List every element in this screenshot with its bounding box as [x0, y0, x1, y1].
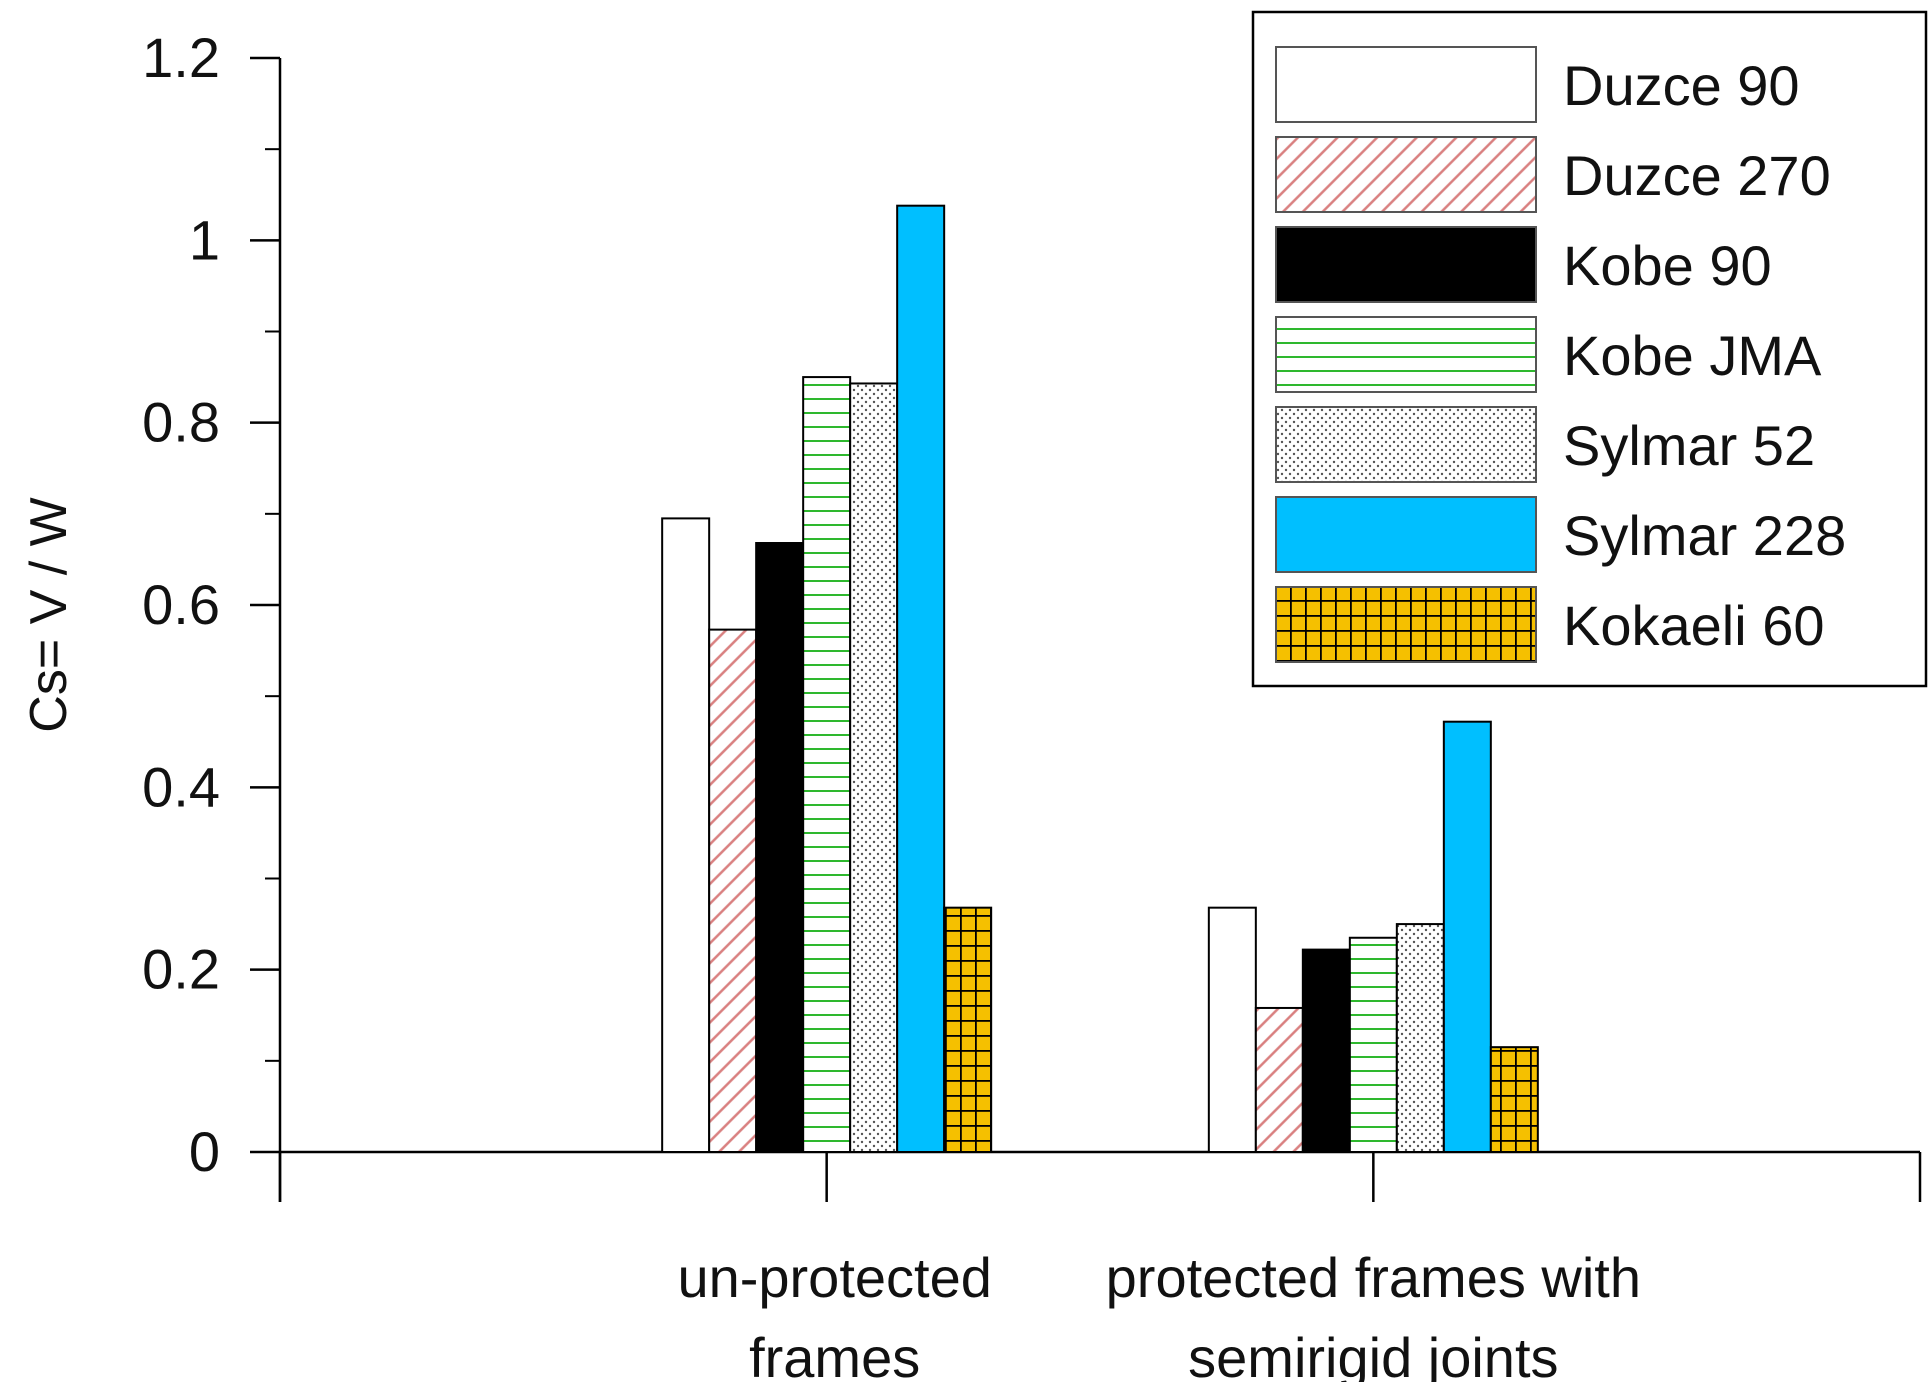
bar-duzce-270: [708, 628, 758, 1153]
bar-kobe-jma: [802, 376, 852, 1154]
bar-duzce-90: [1207, 906, 1257, 1153]
legend-swatch-sylmar-228: [1275, 496, 1537, 573]
bar-kobe-90: [755, 542, 805, 1153]
legend-swatch-duzce-270: [1275, 136, 1537, 213]
bar-kokaeli-60: [1489, 1046, 1539, 1153]
legend-label: Kokaeli 60: [1563, 594, 1825, 657]
bar-sylmar-52: [1395, 923, 1445, 1153]
legend-label: Sylmar 228: [1563, 504, 1846, 567]
y-tick-label: 0.8: [142, 391, 220, 454]
y-tick-label: 1.2: [142, 26, 220, 89]
category-label: un-protected: [677, 1246, 991, 1309]
legend-label: Sylmar 52: [1563, 414, 1815, 477]
legend-label: Duzce 270: [1563, 144, 1831, 207]
legend-swatch-sylmar-52: [1275, 406, 1537, 483]
legend-label: Kobe JMA: [1563, 324, 1822, 387]
y-axis-label: Cs= V / W: [20, 497, 78, 732]
bar-kobe-jma: [1348, 936, 1398, 1154]
legend-swatch-duzce-90: [1275, 46, 1537, 123]
y-tick-label: 0.2: [142, 938, 220, 1001]
bar-kokaeli-60: [943, 906, 993, 1153]
bar-duzce-90: [661, 517, 711, 1153]
legend-swatch-kokaeli-60: [1275, 586, 1537, 663]
bar-duzce-270: [1254, 1006, 1304, 1153]
y-tick-label: 0.4: [142, 755, 220, 818]
category-label: frames: [749, 1326, 920, 1382]
category-label: protected frames with: [1106, 1246, 1641, 1309]
legend-label: Duzce 90: [1563, 54, 1800, 117]
y-tick-label: 0.6: [142, 573, 220, 636]
bar-sylmar-228: [896, 204, 946, 1153]
y-tick-label: 1: [189, 208, 220, 271]
bar-kobe-90: [1301, 948, 1351, 1153]
legend-swatch-kobe-jma: [1275, 316, 1537, 393]
bar-sylmar-52: [849, 382, 899, 1153]
legend-swatch-kobe-90: [1275, 226, 1537, 303]
category-label: semirigid joints: [1188, 1326, 1558, 1382]
bar-sylmar-228: [1442, 720, 1492, 1154]
y-tick-label: 0: [189, 1120, 220, 1183]
legend-label: Kobe 90: [1563, 234, 1772, 297]
